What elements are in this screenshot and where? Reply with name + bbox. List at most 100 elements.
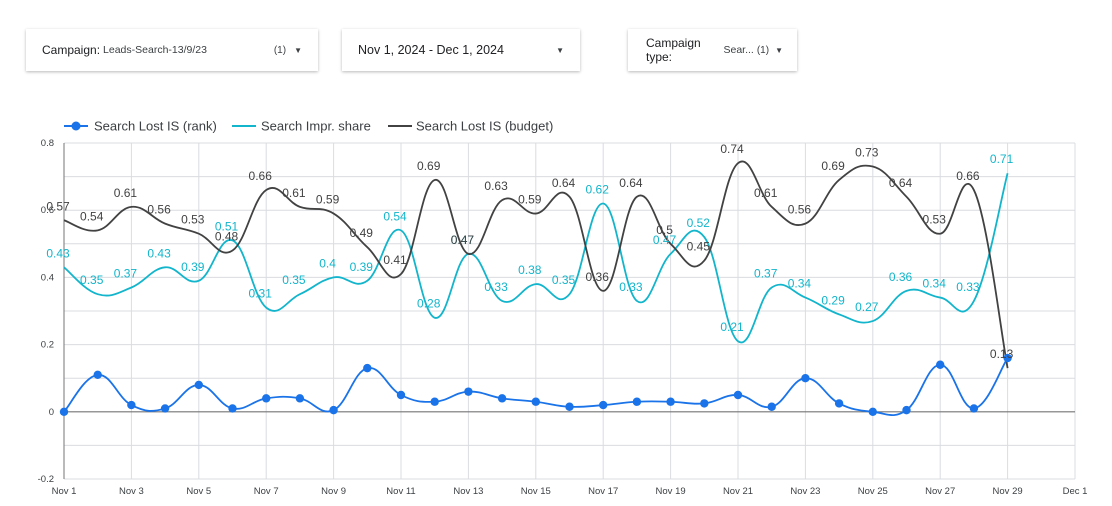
data-point-rank [834,399,844,408]
data-label-budget: 0.5 [656,223,673,237]
data-point-rank [194,380,203,390]
data-label-budget: 0.53 [181,213,205,227]
data-label-budget: 0.73 [855,146,879,160]
x-tick-label: Nov 5 [186,486,211,497]
campaign-type-filter-value: Sear... [723,44,754,56]
data-label-impr: 0.39 [350,260,374,274]
x-tick-label: Nov 1 [52,486,77,497]
data-label-impr: 0.33 [956,280,980,294]
data-label-impr: 0.35 [80,273,104,287]
chart-data-labels: 0.43 0.35 0.37 0.43 0.39 0.51 0.31 0.35 0.4 0.39 0… [46,142,1013,361]
data-label-budget: 0.13 [990,347,1014,361]
data-label-budget: 0.61 [754,186,778,200]
data-label-budget: 0.53 [923,213,947,227]
data-label-impr: 0.33 [484,280,508,294]
x-tick-label: Nov 27 [925,486,955,497]
date-range-picker[interactable]: Nov 1, 2024 - Dec 1, 2024 ▼ [342,29,580,71]
data-label-budget: 0.64 [889,176,913,190]
legend-item-rank[interactable]: Search Lost IS (rank) [64,119,217,134]
data-label-budget: 0.54 [80,209,104,223]
dropdown-caret-icon: ▼ [294,45,302,55]
data-point-rank [599,400,608,410]
data-point-rank [228,404,237,413]
data-label-budget: 0.48 [215,230,239,244]
data-point-rank [902,405,911,415]
data-label-budget: 0.36 [586,270,610,284]
data-label-budget: 0.49 [350,226,374,240]
data-label-impr: 0.34 [923,277,947,291]
data-label-impr: 0.35 [552,273,576,287]
campaign-filter[interactable]: Campaign: Leads-Search-13/9/23 (1) ▼ [26,29,318,71]
x-tick-label: Nov 19 [656,486,686,497]
data-label-budget: 0.63 [484,179,508,193]
data-point-rank [565,402,574,411]
data-point-rank [767,402,776,411]
data-label-budget: 0.56 [147,203,171,217]
data-label-impr: 0.52 [687,216,711,230]
legend-item-impr[interactable]: Search Impr. share [232,119,371,134]
y-tick-label: 0.6 [41,205,54,216]
series-line-impr [63,173,1009,344]
data-point-rank [430,397,439,406]
data-label-impr: 0.39 [181,260,205,274]
data-label-budget: 0.59 [518,193,542,207]
data-label-budget: 0.74 [720,142,744,156]
data-label-impr: 0.43 [46,246,70,260]
x-tick-label: Nov 23 [790,486,820,497]
data-point-rank [464,387,473,396]
data-label-impr: 0.27 [855,300,879,314]
legend-label-rank: Search Lost IS (rank) [94,119,217,134]
data-point-rank [295,394,305,403]
x-tick-label: Nov 29 [993,486,1023,497]
data-point-rank [700,399,709,408]
data-label-budget: 0.69 [821,159,845,173]
data-point-rank [262,394,271,403]
y-tick-label: 0 [49,407,54,418]
x-tick-label: Nov 21 [723,486,753,497]
dropdown-caret-icon: ▼ [775,45,783,55]
campaign-type-filter-label: Campaign type: [646,36,701,64]
campaign-filter-value: Leads-Search-13/9/23 [103,44,207,56]
data-point-rank [733,390,743,400]
data-point-rank [59,407,69,416]
data-label-impr: 0.34 [788,277,812,291]
x-tick-label: Nov 11 [386,486,415,497]
data-label-impr: 0.54 [383,209,407,223]
data-label-impr: 0.29 [821,293,845,307]
y-tick-label: 0.2 [41,340,54,351]
x-tick-label: Dec 1 [1063,486,1088,497]
data-label-budget: 0.61 [282,186,306,200]
data-point-rank [93,370,102,380]
data-label-impr: 0.21 [720,320,744,334]
data-label-impr: 0.36 [889,270,913,284]
chart-legend[interactable]: Search Lost IS (rank) Search Impr. share S… [64,119,553,134]
x-tick-label: Nov 7 [254,486,279,497]
data-label-budget: 0.66 [249,169,273,183]
data-point-rank [1003,353,1012,363]
data-point-rank [632,397,642,406]
campaign-type-filter-count: (1) [756,44,770,56]
data-point-rank [868,407,877,416]
x-tick-label: Nov 17 [588,486,618,497]
data-label-budget: 0.69 [417,159,441,173]
data-point-rank [531,397,540,406]
data-point-rank [363,363,372,373]
legend-item-budget[interactable]: Search Lost IS (budget) [388,119,553,134]
y-tick-label: 0.4 [41,272,54,283]
data-point-rank [329,405,338,415]
data-point-rank [801,374,810,383]
data-label-budget: 0.59 [316,193,340,207]
data-label-impr: 0.37 [114,266,138,280]
legend-label-budget: Search Lost IS (budget) [416,119,553,134]
data-label-impr: 0.47 [451,233,475,247]
chart-grid [63,142,1076,480]
data-label-budget: 0.57 [46,199,70,213]
legend-marker-rank [71,121,81,131]
data-label-budget: 0.64 [552,176,576,190]
x-tick-label: Nov 3 [119,486,144,497]
campaign-type-filter[interactable]: Campaign type: Sear... (1) ▼ [628,29,797,71]
data-point-rank [127,400,136,410]
data-label-impr: 0.31 [249,287,273,301]
chart-series [59,160,1012,417]
